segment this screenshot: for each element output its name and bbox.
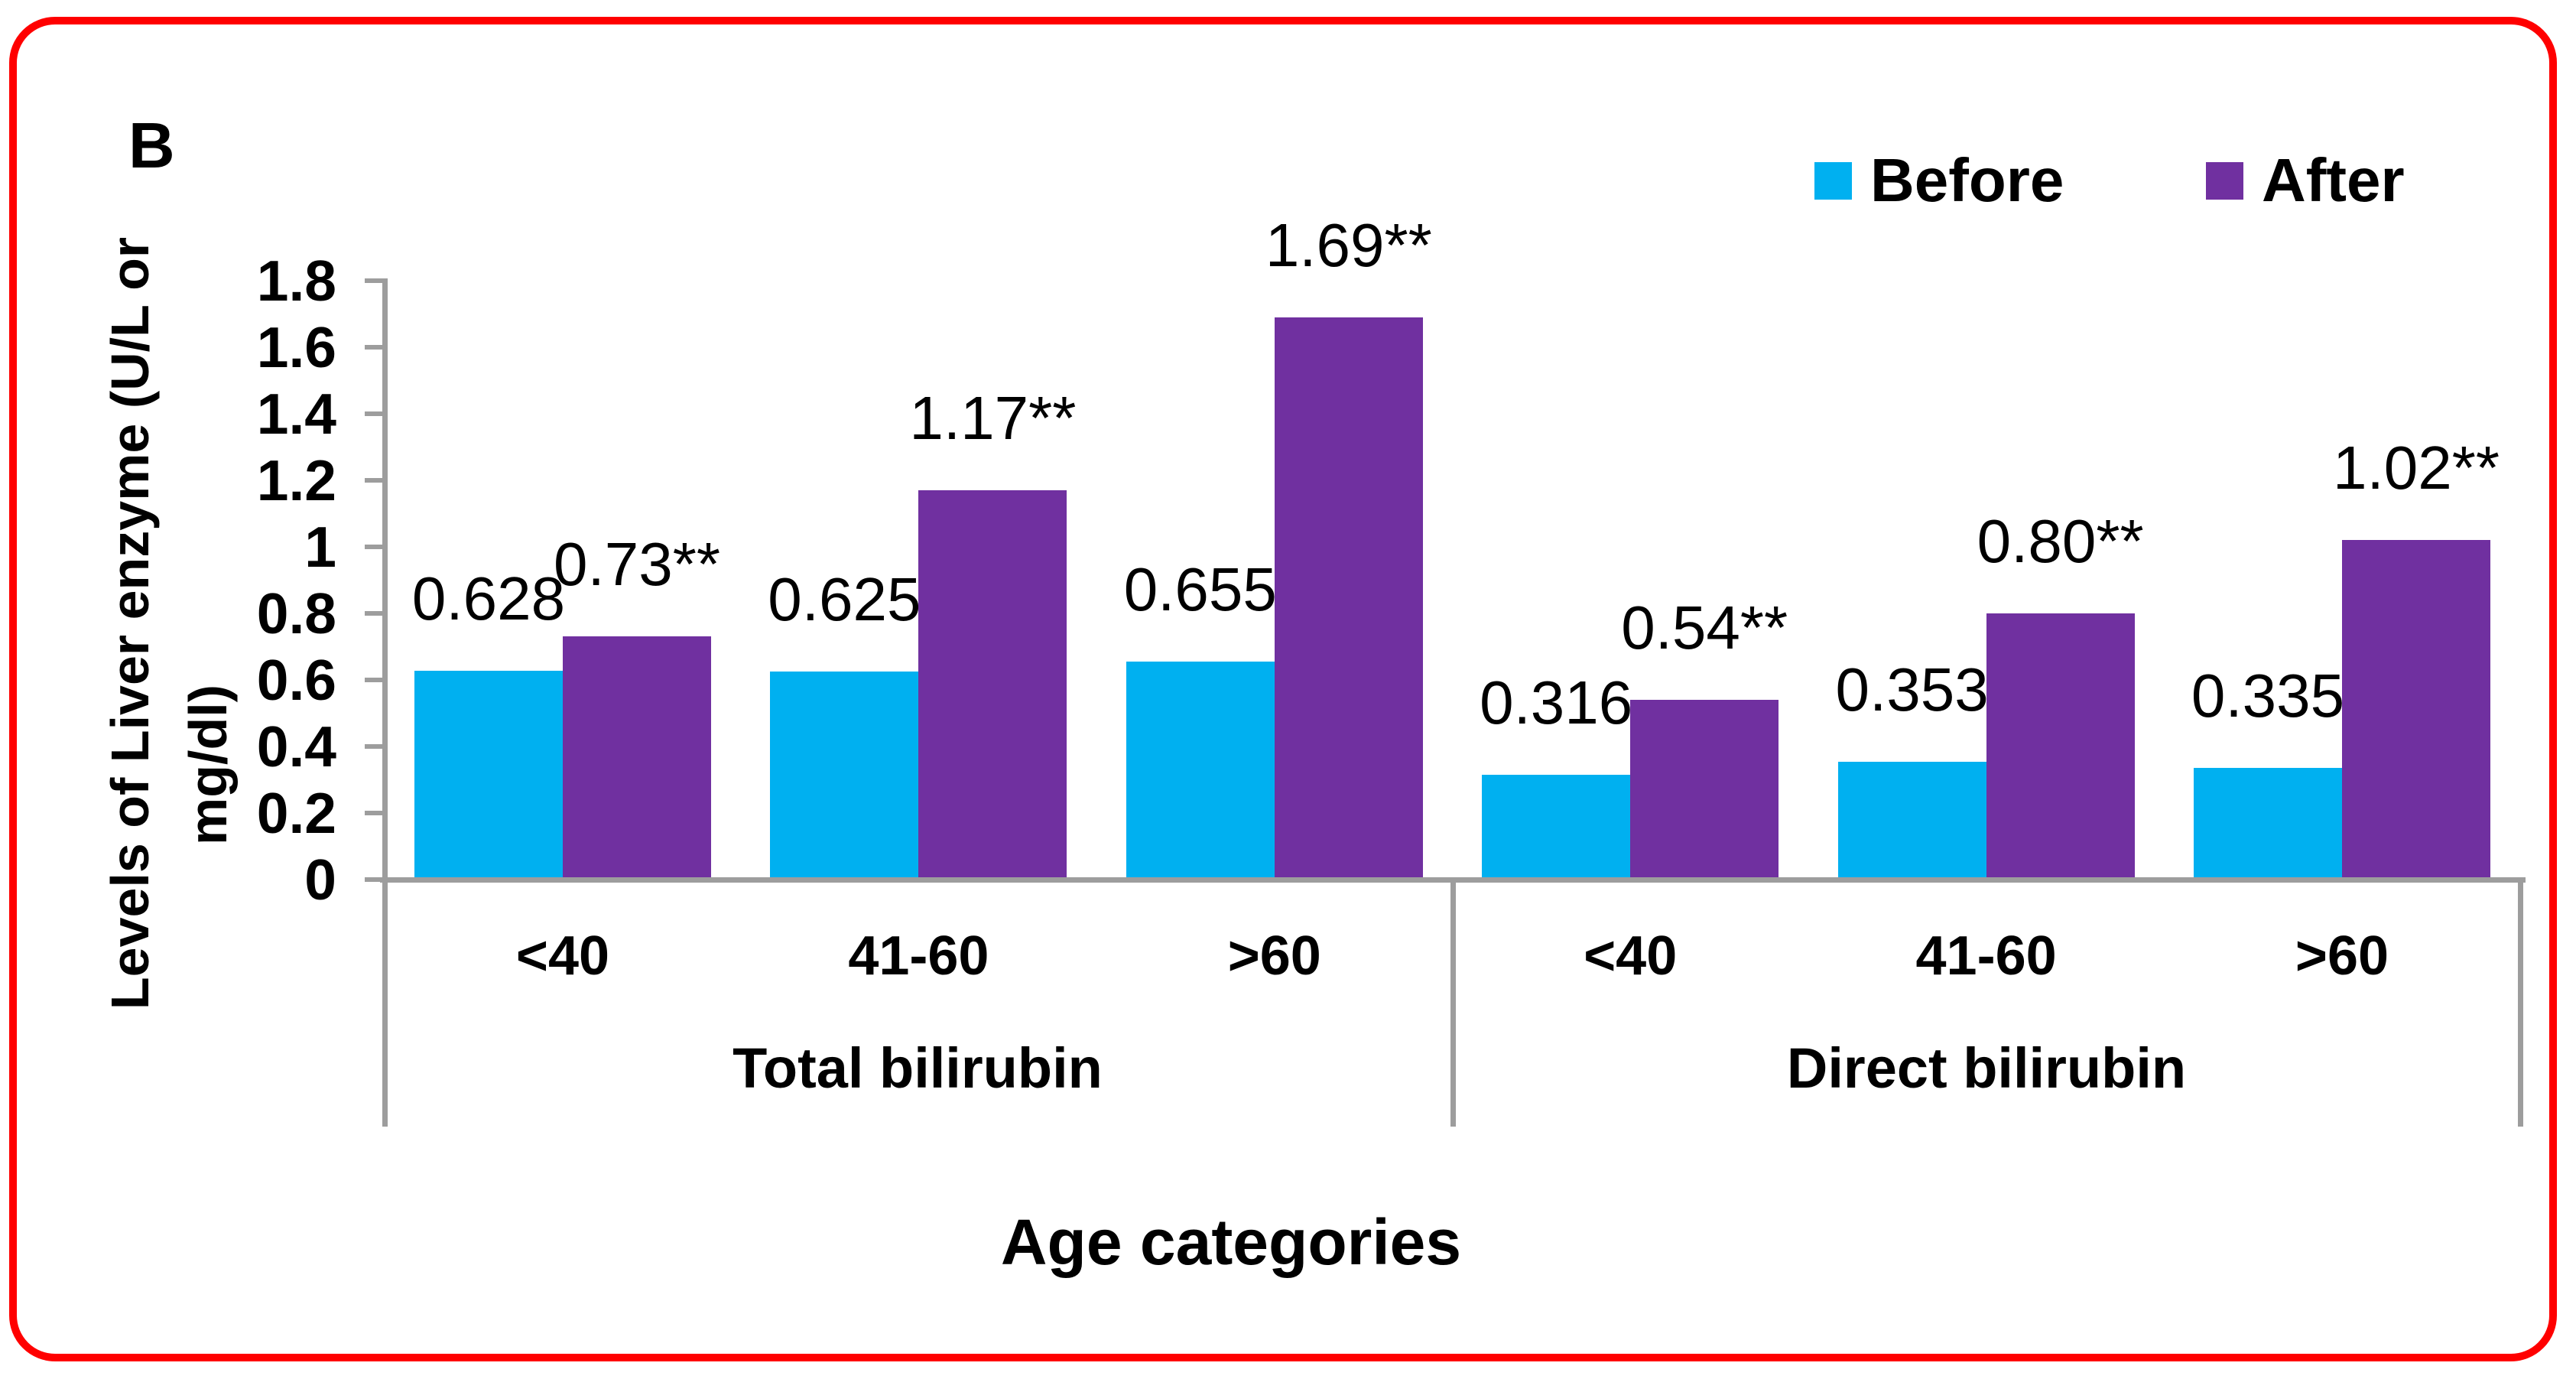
figure-red-border (9, 17, 2557, 1361)
category-label: >60 (2295, 925, 2389, 987)
category-label: >60 (1227, 925, 1321, 987)
y-tick-label: 1.2 (256, 448, 336, 512)
legend-entry-before: Before (1814, 150, 2064, 211)
bar-after-4 (1986, 613, 2135, 880)
bar-value-label: 0.353 (1835, 655, 1989, 724)
bar-before-5 (2194, 768, 2342, 880)
group-label-total-bilirubin: Total bilirubin (733, 1036, 1103, 1100)
y-tick-label: 0 (304, 847, 336, 912)
y-tick (365, 345, 382, 350)
legend-label-after: After (2262, 146, 2405, 214)
bar-value-label: 0.625 (768, 565, 921, 634)
bar-after-1 (918, 490, 1067, 880)
category-label: <40 (515, 925, 610, 987)
legend-label-before: Before (1870, 146, 2064, 214)
bar-value-label: 0.80** (1977, 507, 2144, 575)
group-label-direct-bilirubin: Direct bilirubin (1786, 1036, 2187, 1100)
y-tick (365, 411, 382, 416)
y-tick (365, 811, 382, 815)
bar-value-label: 1.69** (1265, 210, 1432, 279)
bar-value-label: 0.655 (1123, 555, 1277, 624)
y-tick-label: 0.2 (256, 781, 336, 845)
y-tick (365, 744, 382, 749)
legend-swatch-after (2206, 161, 2243, 200)
y-tick-label: 1.8 (256, 249, 336, 313)
y-tick-label: 1 (304, 515, 336, 579)
group-separator (1450, 880, 1456, 1127)
legend-swatch-before (1814, 161, 1852, 200)
bar-value-label: 0.335 (2191, 662, 2345, 730)
y-tick-label: 1.4 (256, 382, 336, 446)
category-label: 41-60 (1915, 925, 2057, 987)
legend-entry-after: After (2206, 150, 2405, 211)
bar-after-3 (1630, 700, 1779, 880)
y-tick-label: 0.6 (256, 648, 336, 712)
y-tick-label: 0.4 (256, 714, 336, 779)
y-axis-line (382, 278, 388, 1127)
bar-value-label: 0.73** (554, 530, 720, 599)
bar-value-label: 1.17** (909, 384, 1077, 453)
y-tick (365, 877, 382, 882)
bar-before-3 (1482, 774, 1631, 880)
y-tick (365, 678, 382, 682)
bar-value-label: 0.316 (1480, 668, 1633, 737)
category-label: 41-60 (848, 925, 989, 987)
bar-after-2 (1274, 317, 1423, 880)
bar-value-label: 0.628 (411, 564, 566, 633)
y-tick-label: 0.8 (256, 581, 336, 646)
bar-before-0 (414, 670, 563, 880)
y-tick (365, 545, 382, 549)
bar-before-2 (1126, 662, 1275, 880)
bar-after-5 (2342, 540, 2490, 880)
group-separator (2518, 880, 2523, 1127)
y-tick-label: 1.6 (256, 315, 336, 379)
bar-before-4 (1837, 762, 1986, 880)
y-tick (365, 478, 382, 483)
category-label: <40 (1584, 925, 1678, 987)
bar-value-label: 1.02** (2333, 434, 2500, 502)
bar-value-label: 0.54** (1621, 594, 1788, 662)
panel-label: B (128, 109, 175, 181)
y-tick (365, 611, 382, 616)
y-tick (365, 278, 382, 283)
bar-before-1 (770, 672, 919, 880)
x-axis-title: Age categories (1000, 1206, 1462, 1278)
bar-after-0 (563, 636, 711, 880)
